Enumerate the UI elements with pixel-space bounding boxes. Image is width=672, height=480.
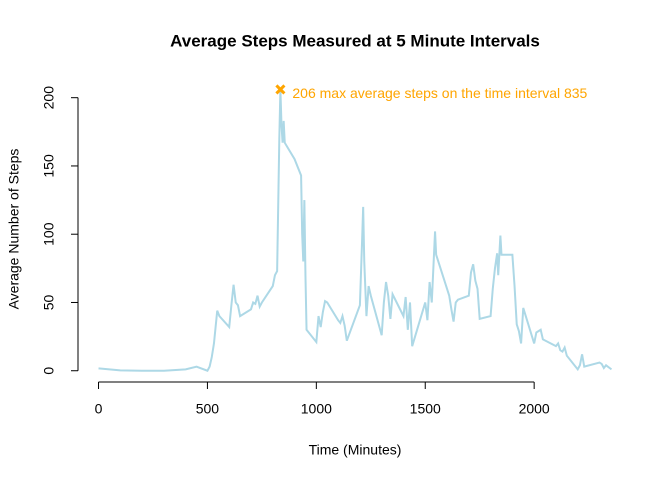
y-tick-label: 0 [41,367,57,375]
max-annotation: 206 max average steps on the time interv… [292,85,587,101]
y-tick-label: 50 [41,294,57,310]
data-line [98,89,613,372]
y-axis-label: Average Number of Steps [6,149,22,310]
x-axis-label: Time (Minutes) [309,442,402,458]
y-tick-label: 200 [41,86,57,110]
x-tick-label: 2000 [519,401,550,417]
chart-title: Average Steps Measured at 5 Minute Inter… [170,31,540,50]
x-tick-label: 1500 [410,401,441,417]
max-marker-stroke [275,84,286,95]
x-tick-label: 1000 [301,401,332,417]
max-marker [275,84,286,95]
y-tick-label: 100 [41,222,57,246]
x-tick-label: 0 [95,401,103,417]
y-tick-label: 150 [41,154,57,178]
x-tick-label: 500 [196,401,220,417]
